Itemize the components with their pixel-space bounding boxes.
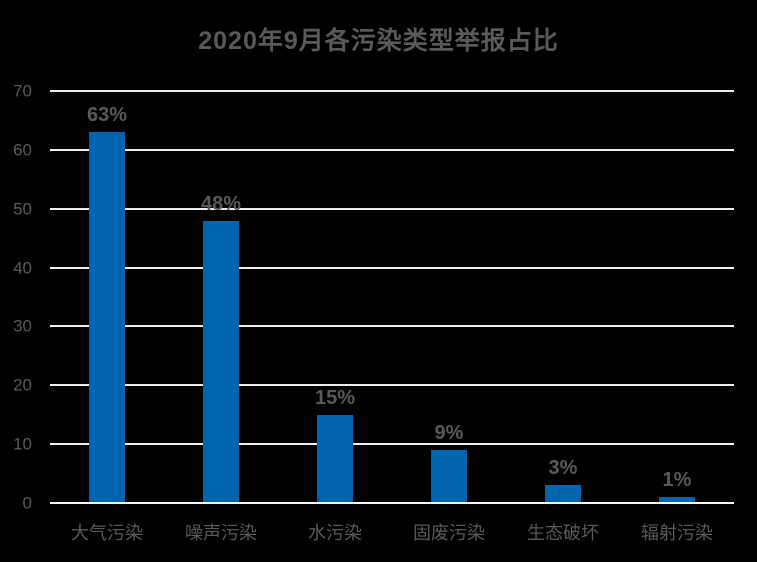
bar-value-label: 1% xyxy=(662,469,692,492)
bar xyxy=(431,450,467,503)
y-tick-label: 10 xyxy=(13,434,32,454)
y-tick-label: 40 xyxy=(13,258,32,278)
bar-value-label: 15% xyxy=(314,386,356,409)
y-tick-label: 20 xyxy=(13,375,32,395)
gridline xyxy=(50,266,734,269)
bar-value-label: 3% xyxy=(548,457,578,480)
gridline xyxy=(50,148,734,151)
x-axis-category-label: 噪声污染 xyxy=(185,523,257,543)
gridline xyxy=(50,207,734,210)
x-axis-category-label: 生态破坏 xyxy=(527,523,599,543)
gridline xyxy=(50,384,734,387)
bar-value-label: 9% xyxy=(434,422,464,444)
x-axis-category-label: 辐射污染 xyxy=(641,523,713,543)
bar xyxy=(659,497,695,503)
bar xyxy=(545,485,581,503)
chart-title: 2020年9月各污染类型举报占比 xyxy=(198,27,559,55)
x-axis-category-label: 固废污染 xyxy=(413,523,485,543)
bar xyxy=(317,414,353,503)
x-axis-line xyxy=(50,502,734,504)
gridline xyxy=(50,443,734,446)
y-tick-label: 60 xyxy=(13,140,32,160)
x-axis-category-label: 大气污染 xyxy=(71,523,143,543)
bar-value-label: 63% xyxy=(86,104,128,127)
y-tick-label: 30 xyxy=(13,316,32,336)
y-tick-label: 0 xyxy=(22,493,32,513)
gridline xyxy=(50,325,734,328)
plot-area: 0 10 20 30 40 50 60 70 63% 大气污染 48% 噪声污染 15% 水污染 9% 固废污… xyxy=(13,83,734,542)
bar-value-label: 48% xyxy=(200,192,242,215)
x-axis-category-label: 水污染 xyxy=(308,523,362,543)
y-tick-label: 50 xyxy=(13,199,32,219)
bar xyxy=(89,132,125,503)
gridline xyxy=(50,90,734,92)
y-tick-label: 70 xyxy=(13,81,32,101)
bar xyxy=(203,220,239,503)
